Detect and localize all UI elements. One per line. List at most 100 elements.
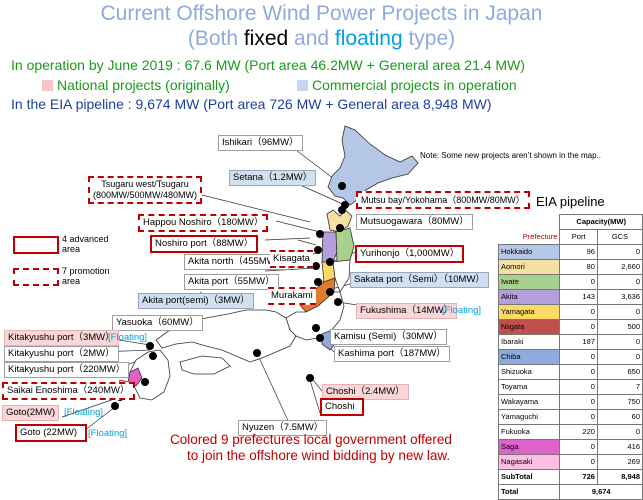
eia-subtotal-label: SubTotal	[497, 469, 561, 485]
eia-prefecture-cell: Shizuoka	[497, 364, 561, 380]
shikoku-shape	[179, 355, 231, 375]
project-label-yurihonjo: Yurihonjo（1,000MW）	[355, 245, 465, 263]
fukushima-floating-tag: [Floating]	[442, 305, 482, 316]
eia-port-cell: 0	[559, 364, 598, 380]
promotion-area-label-2: area	[62, 276, 81, 286]
eia-prefecture-cell: Fukuoka	[497, 424, 561, 440]
eia-prefecture-cell: Saga	[497, 439, 561, 455]
eia-table-title: EIA pipeline	[536, 194, 605, 209]
eia-header-capacity: Capacity(MW)	[559, 214, 643, 230]
project-label-kisagata: Kisagata	[270, 250, 313, 268]
eia-prefecture-cell: Yamaguchi	[497, 409, 561, 425]
eia-port-cell: 0	[559, 379, 598, 395]
eia-prefecture-cell: Aomori	[497, 259, 561, 275]
eia-gcs-cell: 0	[596, 424, 643, 440]
eia-port-cell: 0	[559, 304, 598, 320]
project-label-ishikari: Ishikari（96MW）	[218, 135, 303, 151]
eia-port-cell: 96	[559, 244, 598, 260]
eia-port-cell: 80	[559, 259, 598, 275]
goto22-floating-tag: [Floating]	[88, 428, 128, 439]
bottom-note: Colored 9 prefectures local government o…	[170, 432, 452, 464]
hokkaido-shape	[327, 125, 419, 206]
eia-gcs-cell: 3,636	[596, 289, 643, 305]
eia-prefecture-cell: Chiba	[497, 349, 561, 365]
eia-table-row: Hokkaido 96 0	[497, 244, 643, 260]
subtitle-part: type)	[402, 27, 456, 50]
project-label-mutsuogawara: Mutsuogawara（80MW）	[356, 214, 473, 230]
tsugaru-line2: (800MW/500MW/480MW)	[93, 190, 198, 200]
eia-gcs-cell: 650	[596, 364, 643, 380]
eia-table-row: Chiba 0 0	[497, 349, 643, 365]
eia-gcs-cell: 0	[596, 334, 643, 350]
eia-port-cell: 0	[559, 349, 598, 365]
eia-table-row: Ibaraki 187 0	[497, 334, 643, 350]
eia-summary: In the EIA pipeline : 9,674 MW (Port are…	[11, 96, 492, 112]
eia-prefecture-cell: Nagasaki	[497, 454, 561, 470]
promotion-area-swatch	[13, 268, 59, 286]
national-legend: National projects (originally)	[42, 77, 230, 94]
eia-prefecture-cell: Hokkaido	[497, 244, 561, 260]
eia-total-label: Total	[497, 484, 561, 500]
eia-header-prefecture: Prefecture	[498, 229, 560, 245]
kitakyushu-floating-tag: [Floating]	[108, 332, 148, 343]
eia-table-row: Aomori 80 2,660	[497, 259, 643, 275]
eia-table-row: Yamaguchi 0 60	[497, 409, 643, 425]
project-label-nyuzen: Nyuzen（7.5MW）	[238, 420, 328, 436]
commercial-legend: Commercial projects in operation	[297, 77, 517, 94]
project-label-kamisu: Kamisu (Semi)（30MW）	[330, 329, 447, 345]
eia-total-value: 9,674	[559, 484, 643, 500]
promotion-area-legend: 7 promotion area	[62, 266, 110, 286]
project-label-kitakyushu-3: Kitakyushu port（3MW）	[4, 330, 119, 346]
eia-table-row: Saga 0 416	[497, 439, 643, 455]
eia-table-row: Yamagata 0 0	[497, 304, 643, 320]
map-note: Note: Some new projects aren’t shown in …	[420, 151, 601, 160]
akita-shape	[321, 231, 338, 263]
page-subtitle: (Both fixed and floating type)	[0, 27, 643, 51]
project-label-choshi-24: Choshi（2.4MW）	[322, 384, 409, 400]
project-label-noshiro: Noshiro port（88MW）	[150, 235, 259, 253]
national-swatch	[42, 80, 53, 91]
project-label-happou: Happou Noshiro（180MW）	[138, 214, 269, 232]
eia-table-row: Fukuoka 220 0	[497, 424, 643, 440]
project-label-setana: Setana（1.2MW）	[229, 170, 317, 186]
eia-table-row: Akita 143 3,636	[497, 289, 643, 305]
advanced-area-label-2: area	[62, 244, 81, 254]
eia-gcs-cell: 750	[596, 394, 643, 410]
commercial-label: Commercial projects in operation	[312, 77, 517, 93]
eia-prefecture-cell: Yamagata	[497, 304, 561, 320]
subtitle-part: and	[288, 27, 335, 50]
eia-subtotal-row: SubTotal 726 8,948	[497, 469, 643, 485]
eia-table-body: Hokkaido 96 0 Aomori 80 2,660 Iwate 0 0 Akita 143 3…	[497, 244, 643, 470]
kanto-shape	[285, 291, 345, 341]
project-label-sakata: Sakata port（Semi）（10MW）	[350, 272, 489, 288]
saga-shape	[127, 367, 143, 387]
tsugaru-line1: Tsugaru west/Tsugaru	[101, 179, 189, 189]
operation-summary: In operation by June 2019 : 67.6 MW (Por…	[11, 57, 525, 73]
advanced-area-legend: 4 advanced area	[62, 234, 109, 254]
eia-header-gcs: GCS	[596, 229, 643, 245]
project-label-fukushima: Fukushima（14MW）	[356, 303, 457, 319]
eia-gcs-cell: 269	[596, 454, 643, 470]
project-label-kitakyushu-2: Kitakyushu port（2MW）	[4, 346, 119, 362]
project-label-akita-port: Akita port（55MW）	[184, 274, 279, 290]
subtitle-floating: floating	[334, 27, 403, 50]
promotion-area-label: 7 promotion	[62, 266, 110, 276]
eia-table-row: Niigata 0 500	[497, 319, 643, 335]
eia-subtotal-gcs: 8,948	[596, 469, 643, 485]
eia-gcs-cell: 0	[596, 304, 643, 320]
eia-gcs-cell: 60	[596, 409, 643, 425]
eia-port-cell: 220	[559, 424, 598, 440]
subtitle-part: (Both	[187, 27, 244, 50]
project-label-choshi: Choshi	[320, 398, 364, 416]
eia-gcs-cell: 500	[596, 319, 643, 335]
bottom-note-line2: to join the offshore wind bidding by new…	[187, 448, 451, 463]
eia-prefecture-cell: Iwate	[497, 274, 561, 290]
eia-port-cell: 187	[559, 334, 598, 350]
japan-map	[61, 125, 419, 435]
advanced-area-label: 4 advanced	[62, 234, 109, 244]
iwate-shape	[335, 227, 355, 263]
eia-port-cell: 0	[559, 439, 598, 455]
eia-gcs-cell: 2,660	[596, 259, 643, 275]
eia-table-row: Toyama 0 7	[497, 379, 643, 395]
eia-gcs-cell: 0	[596, 349, 643, 365]
